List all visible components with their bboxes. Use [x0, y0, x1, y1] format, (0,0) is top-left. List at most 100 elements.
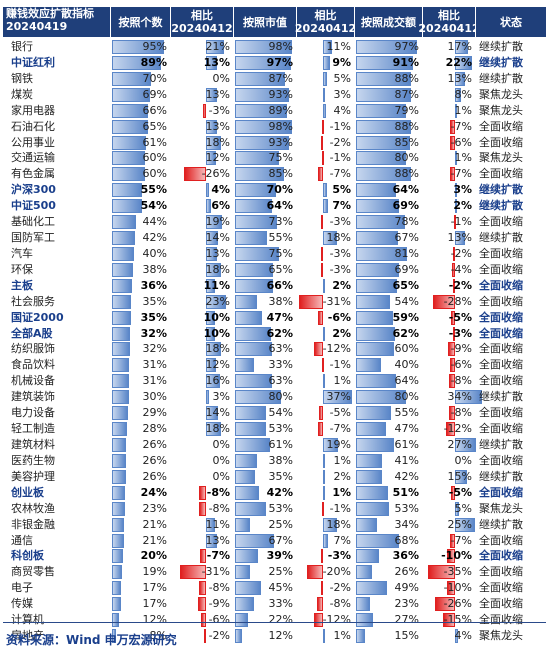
status-label: 全面收缩 — [479, 294, 523, 308]
row-name: 公用事业 — [11, 135, 55, 149]
header-volume-label: 按照成交额 — [361, 15, 416, 29]
chg-bar-positive — [206, 517, 216, 532]
pct-value: 70% — [142, 71, 167, 85]
chg-value: -3% — [208, 103, 230, 117]
pct-value: 47% — [394, 422, 419, 436]
chg-value: -7% — [450, 533, 472, 547]
header-mktcap-chg-line2: 20240412 — [294, 22, 357, 35]
chg-value: 1% — [333, 374, 351, 388]
chg-value: -3% — [329, 262, 351, 276]
chg-bar-negative — [322, 501, 325, 516]
pct-bar — [356, 310, 394, 325]
header-count-chg-line1: 相比 — [191, 9, 213, 22]
pct-value: 42% — [142, 231, 167, 245]
pct-value: 26% — [142, 469, 167, 483]
chg-value: -10% — [441, 549, 472, 563]
pct-bar — [235, 549, 258, 564]
status-label: 继续扩散 — [479, 517, 523, 531]
pct-bar — [112, 183, 143, 198]
chg-bar-positive — [206, 310, 215, 325]
row-name: 家用电器 — [11, 103, 55, 117]
chg-value: 2% — [333, 469, 351, 483]
chg-value: 2% — [332, 326, 351, 340]
pct-value: 69% — [142, 87, 167, 101]
status-label: 全面收缩 — [479, 246, 523, 260]
chg-value: -8% — [206, 485, 230, 499]
pct-value: 62% — [266, 326, 293, 340]
chg-bar-negative — [317, 167, 323, 182]
chg-bar-negative — [452, 326, 455, 341]
pct-bar — [112, 87, 150, 102]
status-label: 聚焦龙头 — [479, 501, 523, 515]
pct-value: 87% — [268, 71, 293, 85]
chg-bar-negative — [307, 565, 323, 580]
status-label: 全面收缩 — [479, 549, 523, 563]
pct-bar — [356, 501, 390, 516]
header-count-chg: 相比 20240412 — [171, 7, 233, 37]
chg-bar-negative — [450, 358, 455, 373]
pct-bar — [356, 246, 408, 261]
chg-value: -2% — [448, 278, 472, 292]
chg-value: -4% — [450, 262, 472, 276]
pct-value: 97% — [266, 55, 293, 69]
chg-value: 1% — [333, 453, 351, 467]
row-name: 沪深300 — [11, 183, 56, 197]
pct-value: 98% — [268, 40, 293, 53]
pct-value: 51% — [392, 485, 419, 499]
pct-value: 12% — [268, 629, 293, 643]
pct-value: 15% — [394, 629, 419, 643]
chg-value: 5% — [332, 183, 351, 197]
chg-value: 13% — [447, 71, 472, 85]
chg-value: -2% — [450, 246, 472, 260]
chg-value: 25% — [447, 517, 472, 531]
pct-bar — [235, 294, 258, 309]
chg-value: -3% — [448, 326, 472, 340]
chg-bar-negative — [453, 278, 456, 293]
chg-value: 23% — [205, 294, 230, 308]
pct-bar — [112, 135, 146, 150]
pct-value: 67% — [268, 533, 293, 547]
pct-bar — [235, 231, 267, 246]
pct-bar — [112, 422, 128, 437]
chg-bar-negative — [322, 358, 325, 373]
pct-value: 17% — [142, 581, 167, 595]
chg-value: 3% — [453, 183, 472, 197]
pct-bar — [356, 374, 397, 389]
source-note: 资料来源：Wind 申万宏源研究 — [6, 633, 177, 647]
chg-value: 13% — [205, 119, 230, 133]
pct-value: 41% — [394, 453, 419, 467]
status-label: 全面收缩 — [479, 135, 523, 149]
chg-value: -9% — [450, 342, 472, 356]
chg-value: -7% — [450, 119, 472, 133]
pct-bar — [356, 71, 412, 86]
pct-value: 31% — [142, 374, 167, 388]
status-label: 全面收缩 — [479, 485, 523, 499]
chg-bar-positive — [206, 406, 218, 421]
status-label: 继续扩散 — [479, 55, 523, 69]
chg-value: 4% — [211, 183, 230, 197]
pct-bar — [235, 390, 282, 405]
chg-bar-negative — [427, 565, 455, 580]
pct-bar — [356, 358, 382, 373]
chg-value: -2% — [329, 581, 351, 595]
pct-bar — [235, 406, 267, 421]
chg-bar-negative — [183, 167, 206, 182]
row-name: 传媒 — [11, 597, 33, 611]
pct-value: 32% — [140, 326, 167, 340]
chg-value: 34% — [447, 390, 472, 404]
pct-value: 42% — [394, 469, 419, 483]
pct-value: 32% — [142, 342, 167, 356]
pct-value: 23% — [394, 597, 419, 611]
chg-bar-positive — [206, 119, 218, 134]
chg-bar-positive — [455, 501, 459, 516]
status-label: 全面收缩 — [479, 581, 523, 595]
status-label: 全面收缩 — [479, 278, 523, 292]
pct-bar — [235, 326, 271, 341]
status-label: 继续扩散 — [479, 438, 523, 451]
chg-value: -8% — [450, 374, 472, 388]
chg-bar-negative — [320, 246, 323, 261]
status-label: 继续扩散 — [479, 469, 523, 483]
chg-value: 11% — [205, 517, 230, 531]
chg-value: -8% — [450, 406, 472, 420]
pct-value: 38% — [142, 262, 167, 276]
